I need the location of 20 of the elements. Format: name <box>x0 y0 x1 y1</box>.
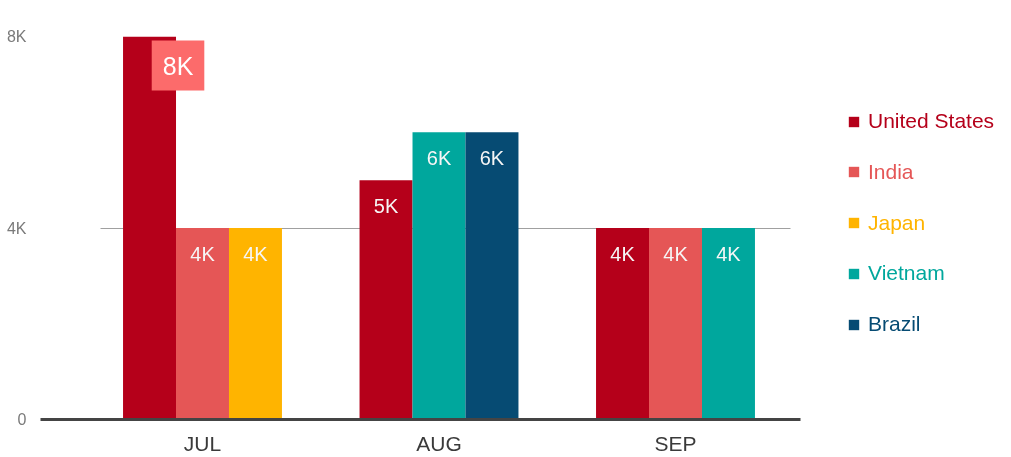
legend-label: Vietnam <box>868 261 945 286</box>
x-tick-label: AUG <box>416 431 462 455</box>
y-tick-label: 0 <box>17 411 27 428</box>
legend-label: India <box>868 159 914 184</box>
legend-label: Japan <box>868 210 926 235</box>
data-label: 8K <box>162 51 194 80</box>
data-label: 4K <box>243 243 269 265</box>
data-label: 5K <box>373 195 399 218</box>
data-label: 4K <box>190 243 216 265</box>
y-tick-label: 4K <box>6 219 27 237</box>
data-label: 4K <box>716 243 742 265</box>
legend-label: United States <box>868 109 995 133</box>
legend-label: Brazil <box>868 312 921 336</box>
x-tick-label: JUL <box>183 431 222 455</box>
x-tick-label: SEP <box>654 431 697 455</box>
data-label: 6K <box>426 147 452 170</box>
data-label: 4K <box>610 243 636 265</box>
data-label: 6K <box>479 147 505 170</box>
y-tick-label: 8K <box>6 28 27 45</box>
data-label: 4K <box>663 243 689 265</box>
